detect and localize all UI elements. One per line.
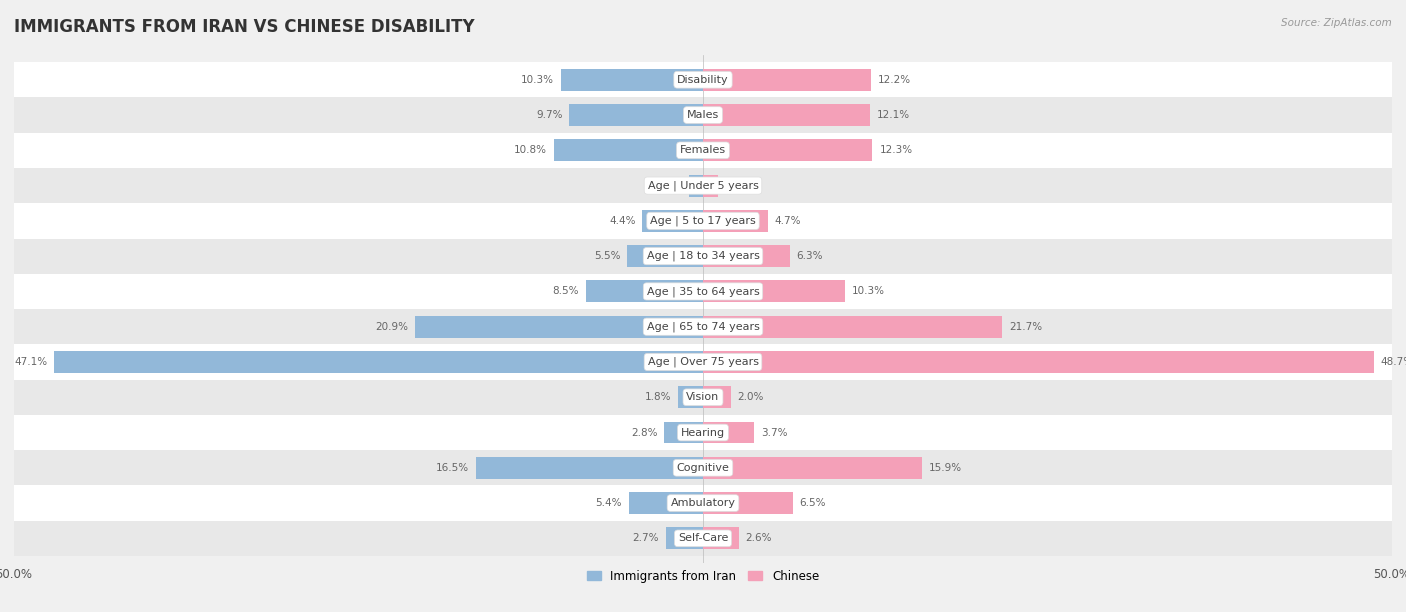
Text: Disability: Disability: [678, 75, 728, 85]
Bar: [14, 450, 1392, 485]
Text: 6.3%: 6.3%: [797, 251, 823, 261]
Text: 20.9%: 20.9%: [375, 322, 408, 332]
Text: Age | 18 to 34 years: Age | 18 to 34 years: [647, 251, 759, 261]
Bar: [703, 104, 870, 126]
Text: 10.3%: 10.3%: [852, 286, 884, 296]
Text: 2.0%: 2.0%: [738, 392, 763, 402]
Text: 10.3%: 10.3%: [522, 75, 554, 85]
Bar: [703, 316, 1002, 338]
Bar: [569, 104, 703, 126]
Bar: [586, 280, 703, 302]
Text: 1.1%: 1.1%: [725, 181, 752, 190]
Bar: [14, 485, 1392, 521]
Bar: [678, 386, 703, 408]
Bar: [703, 492, 793, 514]
Bar: [415, 316, 703, 338]
Text: Hearing: Hearing: [681, 428, 725, 438]
Text: 16.5%: 16.5%: [436, 463, 468, 473]
Bar: [14, 345, 1392, 379]
Text: 3.7%: 3.7%: [761, 428, 787, 438]
Bar: [53, 351, 703, 373]
Bar: [703, 210, 768, 232]
Bar: [703, 174, 718, 196]
Text: 5.5%: 5.5%: [593, 251, 620, 261]
Text: 4.7%: 4.7%: [775, 216, 801, 226]
Bar: [703, 528, 738, 550]
Bar: [666, 528, 703, 550]
Text: 15.9%: 15.9%: [929, 463, 962, 473]
Text: 2.6%: 2.6%: [745, 533, 772, 543]
Bar: [703, 140, 873, 161]
Text: Males: Males: [688, 110, 718, 120]
Bar: [14, 415, 1392, 450]
Bar: [14, 274, 1392, 309]
Text: 8.5%: 8.5%: [553, 286, 579, 296]
Bar: [14, 62, 1392, 97]
Text: Self-Care: Self-Care: [678, 533, 728, 543]
Bar: [561, 69, 703, 91]
Bar: [14, 309, 1392, 345]
Legend: Immigrants from Iran, Chinese: Immigrants from Iran, Chinese: [582, 565, 824, 588]
Bar: [703, 457, 922, 479]
Text: Age | 65 to 74 years: Age | 65 to 74 years: [647, 321, 759, 332]
Bar: [554, 140, 703, 161]
Text: Age | 35 to 64 years: Age | 35 to 64 years: [647, 286, 759, 297]
Bar: [475, 457, 703, 479]
Bar: [703, 69, 872, 91]
Text: 2.8%: 2.8%: [631, 428, 658, 438]
Text: Age | Over 75 years: Age | Over 75 years: [648, 357, 758, 367]
Text: Source: ZipAtlas.com: Source: ZipAtlas.com: [1281, 18, 1392, 28]
Text: 12.1%: 12.1%: [876, 110, 910, 120]
Text: Cognitive: Cognitive: [676, 463, 730, 473]
Text: 9.7%: 9.7%: [536, 110, 562, 120]
Bar: [14, 379, 1392, 415]
Text: 10.8%: 10.8%: [515, 145, 547, 155]
Bar: [627, 245, 703, 267]
Bar: [14, 133, 1392, 168]
Text: 47.1%: 47.1%: [14, 357, 48, 367]
Text: IMMIGRANTS FROM IRAN VS CHINESE DISABILITY: IMMIGRANTS FROM IRAN VS CHINESE DISABILI…: [14, 18, 475, 36]
Bar: [14, 168, 1392, 203]
Text: 6.5%: 6.5%: [800, 498, 825, 508]
Bar: [703, 422, 754, 444]
Bar: [14, 97, 1392, 133]
Text: 21.7%: 21.7%: [1010, 322, 1042, 332]
Text: 5.4%: 5.4%: [595, 498, 621, 508]
Text: 12.3%: 12.3%: [879, 145, 912, 155]
Text: 48.7%: 48.7%: [1381, 357, 1406, 367]
Text: 2.7%: 2.7%: [633, 533, 659, 543]
Bar: [703, 280, 845, 302]
Text: 4.4%: 4.4%: [609, 216, 636, 226]
Bar: [665, 422, 703, 444]
Bar: [14, 203, 1392, 239]
Text: Vision: Vision: [686, 392, 720, 402]
Bar: [689, 174, 703, 196]
Bar: [14, 521, 1392, 556]
Text: Age | Under 5 years: Age | Under 5 years: [648, 181, 758, 191]
Text: Age | 5 to 17 years: Age | 5 to 17 years: [650, 215, 756, 226]
Bar: [643, 210, 703, 232]
Text: 1.8%: 1.8%: [645, 392, 671, 402]
Bar: [14, 239, 1392, 274]
Bar: [628, 492, 703, 514]
Bar: [703, 386, 731, 408]
Text: 12.2%: 12.2%: [877, 75, 911, 85]
Bar: [703, 245, 790, 267]
Text: Ambulatory: Ambulatory: [671, 498, 735, 508]
Text: Females: Females: [681, 145, 725, 155]
Text: 1.0%: 1.0%: [657, 181, 682, 190]
Bar: [703, 351, 1374, 373]
